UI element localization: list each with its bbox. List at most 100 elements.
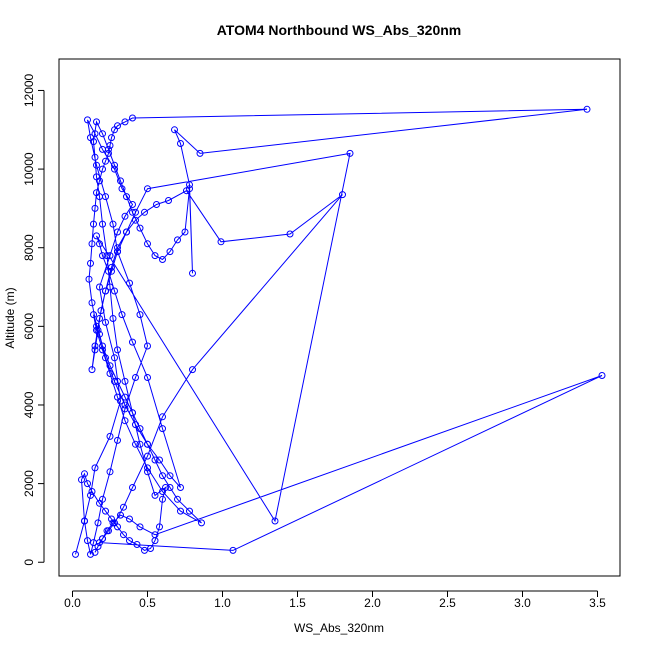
data-point	[106, 468, 114, 476]
data-point	[136, 523, 144, 531]
data-point	[189, 366, 196, 374]
series-lines	[75, 108, 603, 555]
data-point	[106, 283, 114, 291]
data-point	[229, 546, 237, 554]
data-point	[81, 470, 88, 478]
data-point	[121, 212, 129, 220]
data-point	[165, 197, 172, 204]
data-point	[166, 472, 174, 480]
data-point	[159, 472, 166, 480]
data-point	[129, 484, 136, 491]
data-point	[108, 134, 115, 142]
data-point	[93, 161, 100, 169]
data-point	[91, 204, 99, 212]
data-point	[141, 208, 148, 216]
data-point	[159, 495, 166, 503]
data-point	[105, 145, 112, 153]
data-point	[84, 480, 91, 488]
data-point	[90, 311, 97, 319]
x-axis-title: WS_Abs_320nm	[294, 621, 384, 635]
chart-title: ATOM4 Northbound WS_Abs_320nm	[217, 22, 462, 38]
data-point	[339, 191, 346, 199]
data-point	[174, 236, 181, 244]
data-point	[117, 511, 124, 519]
x-tick-label: 2.5	[439, 596, 456, 610]
data-point	[114, 377, 121, 385]
data-point	[159, 256, 166, 263]
data-point	[159, 488, 166, 495]
data-point	[129, 114, 136, 122]
data-point	[90, 220, 97, 228]
data-point	[91, 548, 99, 556]
x-tick-label: 0.5	[139, 596, 156, 610]
data-point	[94, 519, 102, 527]
series-points	[72, 105, 606, 558]
data-point	[102, 354, 109, 362]
data-point	[186, 507, 193, 515]
data-point	[102, 287, 109, 295]
data-point	[118, 311, 126, 319]
series-line	[75, 108, 603, 555]
data-point	[196, 149, 204, 157]
data-point	[103, 252, 111, 260]
data-point	[88, 488, 96, 495]
data-point	[87, 550, 94, 558]
data-point	[106, 252, 114, 260]
data-point	[217, 238, 225, 246]
data-point	[174, 495, 181, 503]
data-point	[183, 187, 190, 195]
data-point	[106, 362, 114, 370]
data-point	[102, 157, 109, 165]
data-point	[91, 342, 99, 350]
data-point	[198, 519, 205, 527]
data-point	[109, 220, 117, 228]
data-point	[144, 185, 151, 193]
data-point	[106, 370, 114, 377]
data-point	[171, 126, 178, 134]
data-point	[88, 240, 96, 248]
data-point	[121, 417, 129, 425]
data-point	[156, 523, 163, 531]
data-point	[93, 118, 100, 126]
data-point	[88, 366, 96, 374]
data-point	[583, 105, 591, 113]
data-point	[129, 338, 136, 346]
data-point	[136, 440, 144, 448]
data-point	[132, 374, 139, 381]
x-tick-label: 3.0	[514, 596, 531, 610]
data-point	[121, 377, 129, 385]
data-point	[91, 130, 99, 138]
data-point	[85, 275, 93, 283]
data-point	[144, 342, 151, 350]
y-tick-label: 6000	[22, 313, 36, 340]
data-point	[136, 311, 144, 319]
data-point	[123, 228, 130, 236]
data-point	[96, 283, 103, 291]
data-point	[151, 491, 159, 499]
data-point	[121, 405, 129, 413]
data-point	[87, 259, 94, 267]
data-point	[126, 537, 133, 545]
data-point	[144, 374, 151, 381]
data-point	[111, 165, 118, 173]
data-point	[111, 126, 118, 134]
data-point	[132, 208, 139, 216]
data-point	[121, 393, 129, 401]
data-point	[88, 299, 96, 307]
data-point	[132, 421, 139, 429]
x-axis: 0.0 0.5 1.0 1.5 2.0 2.5 3.0 3.5	[64, 590, 606, 610]
data-point	[109, 519, 117, 527]
data-point	[99, 346, 106, 354]
data-point	[144, 440, 151, 448]
y-tick-label: 0	[22, 559, 36, 566]
data-point	[99, 252, 106, 260]
data-point	[91, 346, 99, 354]
data-point	[111, 377, 118, 385]
data-point	[87, 491, 94, 499]
data-point	[94, 543, 102, 550]
data-point	[96, 177, 103, 185]
data-point	[129, 201, 136, 208]
y-axis-title: Altitude (m)	[3, 287, 17, 348]
x-tick-label: 0.0	[64, 596, 81, 610]
data-point	[114, 244, 121, 252]
